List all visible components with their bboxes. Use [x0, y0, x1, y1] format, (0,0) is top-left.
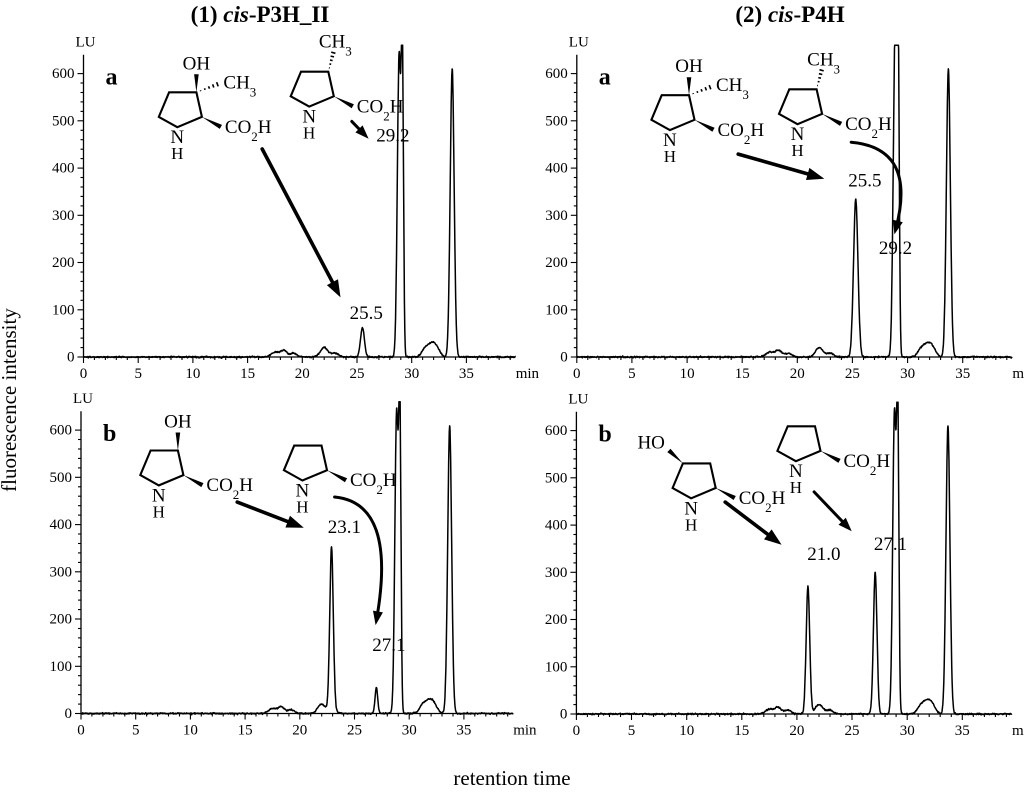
svg-text:300: 300: [50, 564, 73, 580]
svg-text:200: 200: [545, 612, 568, 628]
svg-text:20: 20: [790, 366, 805, 382]
svg-text:600: 600: [52, 66, 75, 82]
svg-text:5: 5: [628, 366, 636, 382]
svg-text:600: 600: [545, 66, 568, 82]
svg-text:5: 5: [628, 723, 636, 739]
svg-text:25: 25: [845, 366, 860, 382]
svg-text:27.1: 27.1: [874, 534, 907, 555]
svg-text:H: H: [791, 141, 803, 160]
svg-text:35: 35: [955, 366, 970, 382]
svg-text:23.1: 23.1: [328, 517, 361, 538]
svg-text:400: 400: [50, 517, 73, 533]
svg-text:21.0: 21.0: [807, 544, 840, 565]
svg-text:15: 15: [240, 366, 255, 382]
svg-text:H: H: [296, 498, 308, 517]
svg-text:LU: LU: [568, 392, 588, 408]
svg-text:OH: OH: [164, 412, 192, 433]
svg-text:15: 15: [735, 366, 750, 382]
svg-text:25: 25: [845, 723, 860, 739]
svg-text:100: 100: [545, 659, 568, 675]
svg-text:(2) cis-P4H: (2) cis-P4H: [735, 2, 844, 27]
svg-text:30: 30: [402, 723, 417, 739]
svg-text:100: 100: [50, 659, 73, 675]
svg-text:0: 0: [573, 366, 581, 382]
svg-text:0: 0: [560, 350, 568, 366]
svg-text:a: a: [599, 65, 611, 91]
svg-text:100: 100: [545, 302, 568, 318]
svg-text:25.5: 25.5: [848, 171, 881, 192]
svg-text:a: a: [106, 65, 118, 91]
svg-text:35: 35: [459, 366, 474, 382]
svg-text:600: 600: [50, 423, 73, 439]
svg-text:20: 20: [295, 366, 310, 382]
svg-text:27.1: 27.1: [372, 635, 405, 656]
svg-text:35: 35: [955, 723, 970, 739]
svg-text:10: 10: [185, 366, 200, 382]
svg-text:29.2: 29.2: [376, 126, 409, 147]
svg-text:0: 0: [560, 707, 568, 723]
svg-text:500: 500: [545, 470, 568, 486]
svg-text:200: 200: [545, 255, 568, 271]
svg-text:300: 300: [545, 208, 568, 224]
svg-text:15: 15: [238, 723, 253, 739]
svg-text:400: 400: [545, 161, 568, 177]
svg-text:H: H: [790, 478, 802, 497]
svg-text:300: 300: [545, 565, 568, 581]
svg-text:LU: LU: [73, 391, 93, 407]
svg-text:29.2: 29.2: [879, 238, 912, 259]
svg-text:200: 200: [52, 255, 75, 271]
svg-text:b: b: [598, 422, 611, 448]
svg-text:100: 100: [52, 302, 75, 318]
svg-text:5: 5: [132, 723, 140, 739]
svg-text:(1) cis-P3H_II: (1) cis-P3H_II: [191, 2, 330, 27]
svg-text:OH: OH: [183, 53, 211, 74]
svg-text:30: 30: [404, 366, 419, 382]
svg-text:500: 500: [52, 113, 75, 129]
svg-text:HO: HO: [637, 432, 664, 453]
svg-text:25.5: 25.5: [350, 303, 383, 324]
svg-text:H: H: [171, 144, 183, 163]
svg-text:600: 600: [545, 423, 568, 439]
svg-text:35: 35: [456, 723, 471, 739]
svg-text:25: 25: [350, 366, 365, 382]
svg-text:30: 30: [900, 723, 915, 739]
svg-text:25: 25: [347, 723, 362, 739]
svg-text:min: min: [1012, 723, 1024, 739]
svg-text:H: H: [664, 147, 676, 166]
svg-text:20: 20: [292, 723, 307, 739]
svg-text:retention time: retention time: [453, 766, 570, 790]
svg-text:H: H: [685, 515, 697, 534]
svg-text:0: 0: [77, 723, 85, 739]
svg-text:400: 400: [545, 518, 568, 534]
svg-text:500: 500: [545, 113, 568, 129]
svg-text:500: 500: [50, 470, 73, 486]
svg-text:min: min: [513, 723, 537, 739]
svg-text:b: b: [103, 421, 116, 447]
svg-text:0: 0: [573, 723, 581, 739]
svg-text:0: 0: [80, 366, 88, 382]
svg-text:15: 15: [734, 723, 749, 739]
svg-text:400: 400: [52, 161, 75, 177]
svg-text:20: 20: [789, 723, 804, 739]
svg-text:300: 300: [52, 208, 75, 224]
svg-text:LU: LU: [76, 35, 96, 51]
svg-text:fluorescence intensity: fluorescence intensity: [0, 308, 21, 492]
svg-text:OH: OH: [675, 56, 703, 77]
svg-text:10: 10: [183, 723, 198, 739]
svg-text:0: 0: [67, 350, 75, 366]
svg-text:10: 10: [679, 723, 694, 739]
svg-text:min: min: [516, 366, 540, 382]
svg-text:5: 5: [134, 366, 142, 382]
svg-text:H: H: [153, 502, 165, 521]
svg-text:LU: LU: [569, 35, 589, 51]
svg-text:H: H: [303, 124, 315, 143]
svg-text:200: 200: [50, 612, 73, 628]
svg-text:10: 10: [680, 366, 695, 382]
svg-text:30: 30: [900, 366, 915, 382]
svg-text:0: 0: [65, 706, 73, 722]
svg-text:min: min: [1012, 366, 1024, 382]
